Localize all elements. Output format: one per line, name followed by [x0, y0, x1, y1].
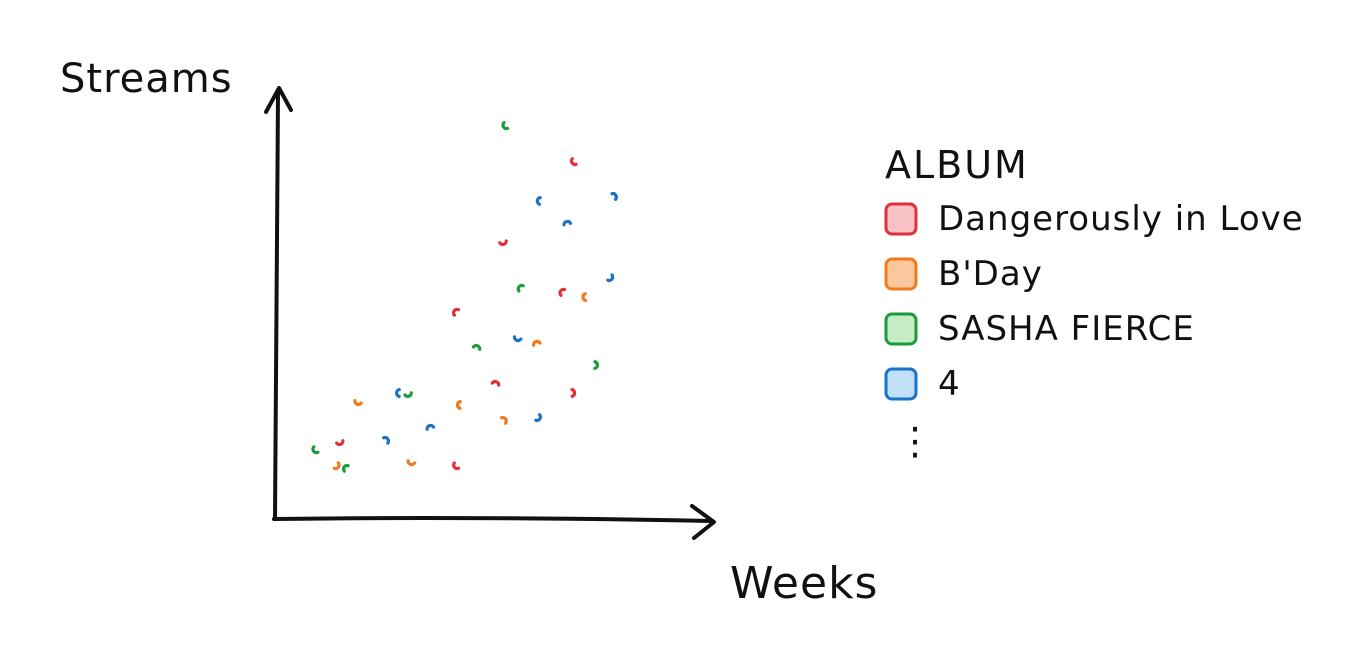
- y-axis-label: Streams: [60, 56, 233, 102]
- data-point: [501, 121, 510, 131]
- legend-items: Dangerously in Love B'Day SASHA FIERCE 4: [884, 199, 1304, 404]
- legend-label: 4: [938, 364, 961, 404]
- data-point: [335, 439, 345, 447]
- legend-item: 4: [884, 364, 961, 404]
- axes: [264, 86, 716, 540]
- data-point: [606, 273, 615, 283]
- data-point: [581, 292, 588, 302]
- data-point: [516, 283, 525, 293]
- data-point: [311, 445, 320, 455]
- legend-swatch: [884, 312, 918, 346]
- legend-title: ALBUM: [885, 143, 1029, 187]
- data-point: [534, 413, 542, 423]
- x-axis-arrowhead: [690, 504, 716, 540]
- data-point: [498, 239, 508, 247]
- data-point: [395, 388, 401, 398]
- legend-swatch: [884, 202, 918, 236]
- data-point: [562, 219, 573, 227]
- data-point: [490, 379, 501, 387]
- legend-label: B'Day: [938, 254, 1043, 294]
- data-point: [455, 400, 462, 410]
- data-point: [558, 287, 567, 297]
- data-point: [512, 335, 523, 343]
- legend-item: B'Day: [884, 254, 1043, 294]
- data-point: [570, 388, 577, 398]
- data-point: [403, 391, 413, 399]
- x-axis-label: Weeks: [730, 558, 878, 609]
- data-point: [353, 399, 363, 407]
- y-axis-arrowhead: [264, 86, 293, 114]
- data-point: [406, 459, 417, 467]
- data-point: [610, 192, 618, 201]
- legend: ALBUM Dangerously in Love B'Day SASHA FIER…: [884, 143, 1304, 463]
- data-point: [382, 435, 390, 445]
- legend-swatch: [884, 367, 918, 401]
- legend-label: Dangerously in Love: [938, 199, 1304, 239]
- data-point: [593, 360, 599, 370]
- data-points: [311, 121, 618, 473]
- data-point: [570, 157, 578, 167]
- data-point: [425, 423, 436, 431]
- data-point: [332, 461, 341, 471]
- legend-label: SASHA FIERCE: [938, 309, 1195, 349]
- y-axis-line: [273, 88, 280, 520]
- legend-item: SASHA FIERCE: [884, 309, 1195, 349]
- data-point: [535, 196, 542, 206]
- data-point: [531, 339, 542, 347]
- data-point: [342, 463, 350, 473]
- data-point: [452, 461, 461, 471]
- data-point: [500, 415, 508, 425]
- data-point: [471, 343, 482, 351]
- legend-more-indicator: ⋮: [896, 419, 936, 463]
- data-point: [451, 307, 461, 317]
- x-axis-line: [272, 515, 714, 523]
- legend-item: Dangerously in Love: [884, 199, 1304, 239]
- legend-swatch: [884, 257, 918, 291]
